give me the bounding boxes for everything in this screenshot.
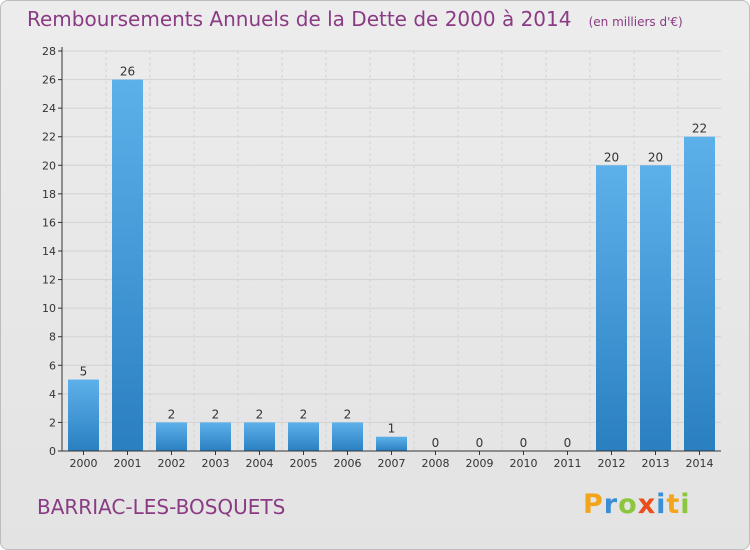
y-tick-label: 18 xyxy=(42,188,56,201)
data-label-2004: 2 xyxy=(256,407,264,421)
title-row: Remboursements Annuels de la Dette de 20… xyxy=(27,7,683,31)
x-tick-label-2004: 2004 xyxy=(246,457,274,470)
x-tick-label-2013: 2013 xyxy=(642,457,670,470)
x-tick-label-2003: 2003 xyxy=(202,457,230,470)
data-label-2008: 0 xyxy=(432,436,440,450)
y-tick-label: 14 xyxy=(42,245,56,258)
data-label-2001: 26 xyxy=(120,65,135,79)
bar-2004 xyxy=(244,422,275,451)
label-layer: 0246810121416182022242628520002620012200… xyxy=(42,45,714,470)
x-tick-label-2002: 2002 xyxy=(158,457,186,470)
y-tick-label: 24 xyxy=(42,102,56,115)
x-tick-label-2008: 2008 xyxy=(422,457,450,470)
bar-2003 xyxy=(200,422,231,451)
y-tick-label: 26 xyxy=(42,74,56,87)
y-tick-label: 0 xyxy=(49,445,56,458)
logo-letter: o xyxy=(618,489,638,520)
logo-letter: t xyxy=(666,489,681,520)
data-label-2003: 2 xyxy=(212,407,220,421)
y-tick-label: 4 xyxy=(49,388,56,401)
y-tick-label: 12 xyxy=(42,274,56,287)
logo-letter: i xyxy=(680,489,691,520)
x-tick-label-2001: 2001 xyxy=(114,457,142,470)
x-tick-label-2007: 2007 xyxy=(378,457,406,470)
place-name: BARRIAC-LES-BOSQUETS xyxy=(37,495,286,519)
y-tick-label: 28 xyxy=(42,45,56,58)
y-tick-label: 6 xyxy=(49,359,56,372)
bar-2007 xyxy=(376,436,407,451)
bar-2013 xyxy=(640,165,671,452)
data-label-2002: 2 xyxy=(168,407,176,421)
y-tick-label: 10 xyxy=(42,302,56,315)
data-label-2009: 0 xyxy=(476,436,484,450)
bar-2014 xyxy=(684,136,715,451)
bar-2002 xyxy=(156,422,187,451)
bar-2000 xyxy=(68,379,99,451)
data-label-2013: 20 xyxy=(648,150,663,164)
y-tick-label: 8 xyxy=(49,331,56,344)
y-tick-label: 22 xyxy=(42,131,56,144)
bar-2005 xyxy=(288,422,319,451)
bar-layer xyxy=(68,79,715,452)
logo-letter: x xyxy=(637,489,657,520)
logo-letter: i xyxy=(656,489,667,520)
data-label-2007: 1 xyxy=(388,422,396,436)
data-label-2006: 2 xyxy=(344,407,352,421)
x-tick-label-2014: 2014 xyxy=(686,457,714,470)
axis-layer xyxy=(58,47,721,455)
chart-title: Remboursements Annuels de la Dette de 20… xyxy=(27,7,572,31)
x-tick-label-2010: 2010 xyxy=(510,457,538,470)
y-tick-label: 2 xyxy=(49,416,56,429)
y-tick-label: 20 xyxy=(42,159,56,172)
data-label-2005: 2 xyxy=(300,407,308,421)
x-tick-label-2000: 2000 xyxy=(70,457,98,470)
data-label-2012: 20 xyxy=(604,150,619,164)
y-tick-label: 16 xyxy=(42,216,56,229)
x-tick-label-2005: 2005 xyxy=(290,457,318,470)
bar-2001 xyxy=(112,79,143,452)
bar-2006 xyxy=(332,422,363,451)
data-label-2010: 0 xyxy=(520,436,528,450)
logo-letter: r xyxy=(603,489,619,520)
x-tick-label-2006: 2006 xyxy=(334,457,362,470)
x-tick-label-2012: 2012 xyxy=(598,457,626,470)
chart-subtitle: (en milliers d'€) xyxy=(588,15,683,29)
data-label-2014: 22 xyxy=(692,122,707,136)
data-label-2000: 5 xyxy=(80,365,88,379)
bar-2012 xyxy=(596,165,627,452)
logo-letter: P xyxy=(583,489,604,520)
x-tick-label-2009: 2009 xyxy=(466,457,494,470)
data-label-2011: 0 xyxy=(564,436,572,450)
x-tick-label-2011: 2011 xyxy=(554,457,582,470)
proxiti-logo: Proxiti xyxy=(583,489,691,520)
